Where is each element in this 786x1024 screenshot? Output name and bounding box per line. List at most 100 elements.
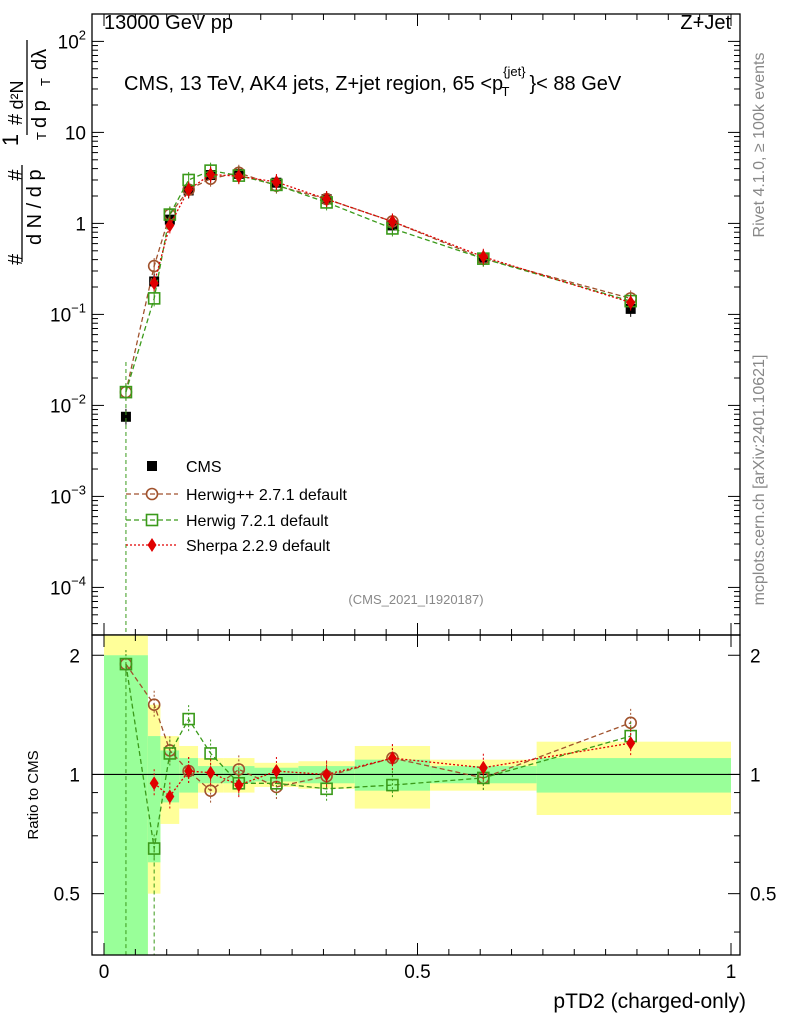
ratio-series-line-0 [125, 663, 631, 792]
ytick-exp: −2 [71, 391, 86, 406]
ylabel-den2: d p [29, 100, 51, 128]
legend-marker-0 [147, 461, 157, 471]
x-tick-label-1: 0.5 [404, 962, 430, 983]
ratio-point-1-8 [386, 778, 399, 792]
main-ytick-label-0: 10−4 [50, 573, 86, 599]
legend-label-1: Herwig++ 2.7.1 default [186, 487, 348, 504]
ratio-point-1-2 [163, 747, 177, 760]
ratio-ytick-label-left-1: 1 [69, 765, 80, 786]
ytick-exp: 2 [79, 27, 86, 42]
ylabel-den1-sub: T [34, 132, 49, 140]
main-ylabel: # 1 d N / d p T # d²N d p T dλ # [0, 40, 53, 265]
rivet-label: Rivet 4.1.0, ≥ 100k events [751, 53, 768, 238]
ratio-ytick-label-right-2: 2 [750, 646, 761, 667]
ytick-base: 10 [50, 487, 71, 508]
main-point-3-5 [234, 169, 244, 184]
ytick-base: 10 [50, 578, 71, 599]
ratio-point-2-9 [626, 736, 636, 751]
ratio-point-2-0 [149, 776, 159, 791]
main-point-0-0 [120, 411, 131, 422]
ratio-point-1-0 [119, 657, 133, 671]
plot-title-sup: {jet} [503, 64, 526, 79]
ratio-point-2-4 [234, 778, 244, 793]
x-tick-label-0: 0 [99, 962, 110, 983]
legend-label-0: CMS [186, 459, 222, 476]
main-point-3-7 [322, 192, 332, 207]
main-series-line-3 [153, 173, 631, 304]
ratio-point-2-8 [478, 760, 488, 775]
ylabel-num1: 1 [0, 134, 23, 146]
x-tick-label-2: 1 [726, 962, 737, 983]
ratio-point-2-1 [165, 789, 175, 804]
ratio-point-2-6 [322, 767, 332, 782]
analysis-id: (CMS_2021_I1920187) [348, 592, 483, 607]
x-axis-label: pTD2 (charged-only) [553, 990, 746, 1013]
ratio-series-line-2 [153, 742, 631, 798]
ratio-point-2-7 [387, 751, 397, 766]
ratio-ytick-label-left-0: 0.5 [54, 885, 80, 906]
legend-label-2: Herwig 7.2.1 default [186, 513, 329, 530]
legend-marker-2 [145, 513, 159, 527]
ratio-ytick-label-right-1: 1 [750, 765, 761, 786]
main-point-3-8 [387, 214, 397, 229]
ratio-ytick-label-left-2: 2 [69, 646, 80, 667]
ytick-exp: −4 [71, 573, 86, 588]
ratio-panel: 0.5 0.5 1 1 2 2 0 0.5 1 [54, 634, 776, 983]
main-point-3-4 [206, 167, 216, 182]
ratio-ylabel: Ratio to CMS [25, 750, 42, 839]
main-ytick-label-3: 10−1 [50, 300, 86, 326]
ylabel-num2: d²N [7, 80, 27, 109]
main-point-2-1 [147, 292, 161, 305]
main-point-3-6 [271, 175, 281, 190]
ratio-point-0-1 [147, 698, 161, 712]
plot-title-sub: T [502, 84, 510, 99]
ytick-base: 10 [50, 305, 71, 326]
ylabel-hash-3: # [5, 113, 27, 125]
main-ytick-label-2: 10−2 [50, 391, 86, 417]
main-point-3-2 [165, 218, 175, 233]
main-point-3-1 [149, 276, 159, 291]
main-point-3-9 [478, 249, 488, 264]
main-ytick-label-5: 10 [65, 123, 86, 144]
ytick-exp: −3 [71, 482, 86, 497]
ratio-point-1-3 [182, 712, 195, 726]
ratio-point-0-10 [624, 716, 637, 730]
ratio-point-2-5 [271, 764, 281, 779]
ylabel-den2-sub: T [38, 78, 53, 86]
ratio-point-1-1 [147, 842, 161, 855]
mcplots-label: mcplots.cern.ch [arXiv:2401.10621] [751, 355, 768, 606]
main-point-3-10 [626, 295, 636, 310]
ratio-point-0-4 [204, 784, 217, 797]
header-right: Z+Jet [680, 12, 731, 34]
ytick-base: 10 [58, 32, 79, 53]
ytick-base: 1 [75, 214, 86, 235]
plot-title-main: CMS, 13 TeV, AK4 jets, Z+jet region, 65 … [124, 73, 503, 95]
plot-title-end: }< 88 GeV [530, 73, 622, 95]
main-point-3-3 [184, 182, 194, 197]
ratio-point-2-2 [184, 764, 194, 779]
main-series-line-2 [125, 169, 631, 393]
main-ytick-label-6: 102 [58, 27, 86, 53]
ylabel-hash-2: # [5, 253, 27, 265]
header-left: 13000 GeV pp [104, 12, 233, 34]
ratio-band-inner-10 [536, 758, 731, 793]
ylabel-den1: d N / d p [24, 169, 46, 245]
main-ytick-label-1: 10−3 [50, 482, 86, 508]
legend: CMS Herwig++ 2.7.1 default Herwig 7.2.1 de… [126, 459, 348, 555]
ratio-ytick-label-right-0: 0.5 [750, 885, 776, 906]
ytick-base: 10 [50, 396, 71, 417]
ratio-point-1-7 [320, 782, 333, 796]
ytick-base: 10 [65, 123, 86, 144]
legend-label-3: Sherpa 2.2.9 default [186, 538, 331, 555]
ratio-point-2-3 [206, 765, 216, 780]
plot-title: CMS, 13 TeV, AK4 jets, Z+jet region, 65 … [124, 64, 622, 99]
ylabel-den2-end: dλ [29, 49, 51, 70]
legend-marker-1 [145, 487, 159, 501]
main-series-line-1 [125, 172, 631, 393]
ytick-exp: −1 [71, 300, 86, 315]
legend-marker-3 [147, 538, 157, 552]
ratio-frame [91, 634, 741, 956]
main-ytick-label-4: 1 [75, 214, 86, 235]
